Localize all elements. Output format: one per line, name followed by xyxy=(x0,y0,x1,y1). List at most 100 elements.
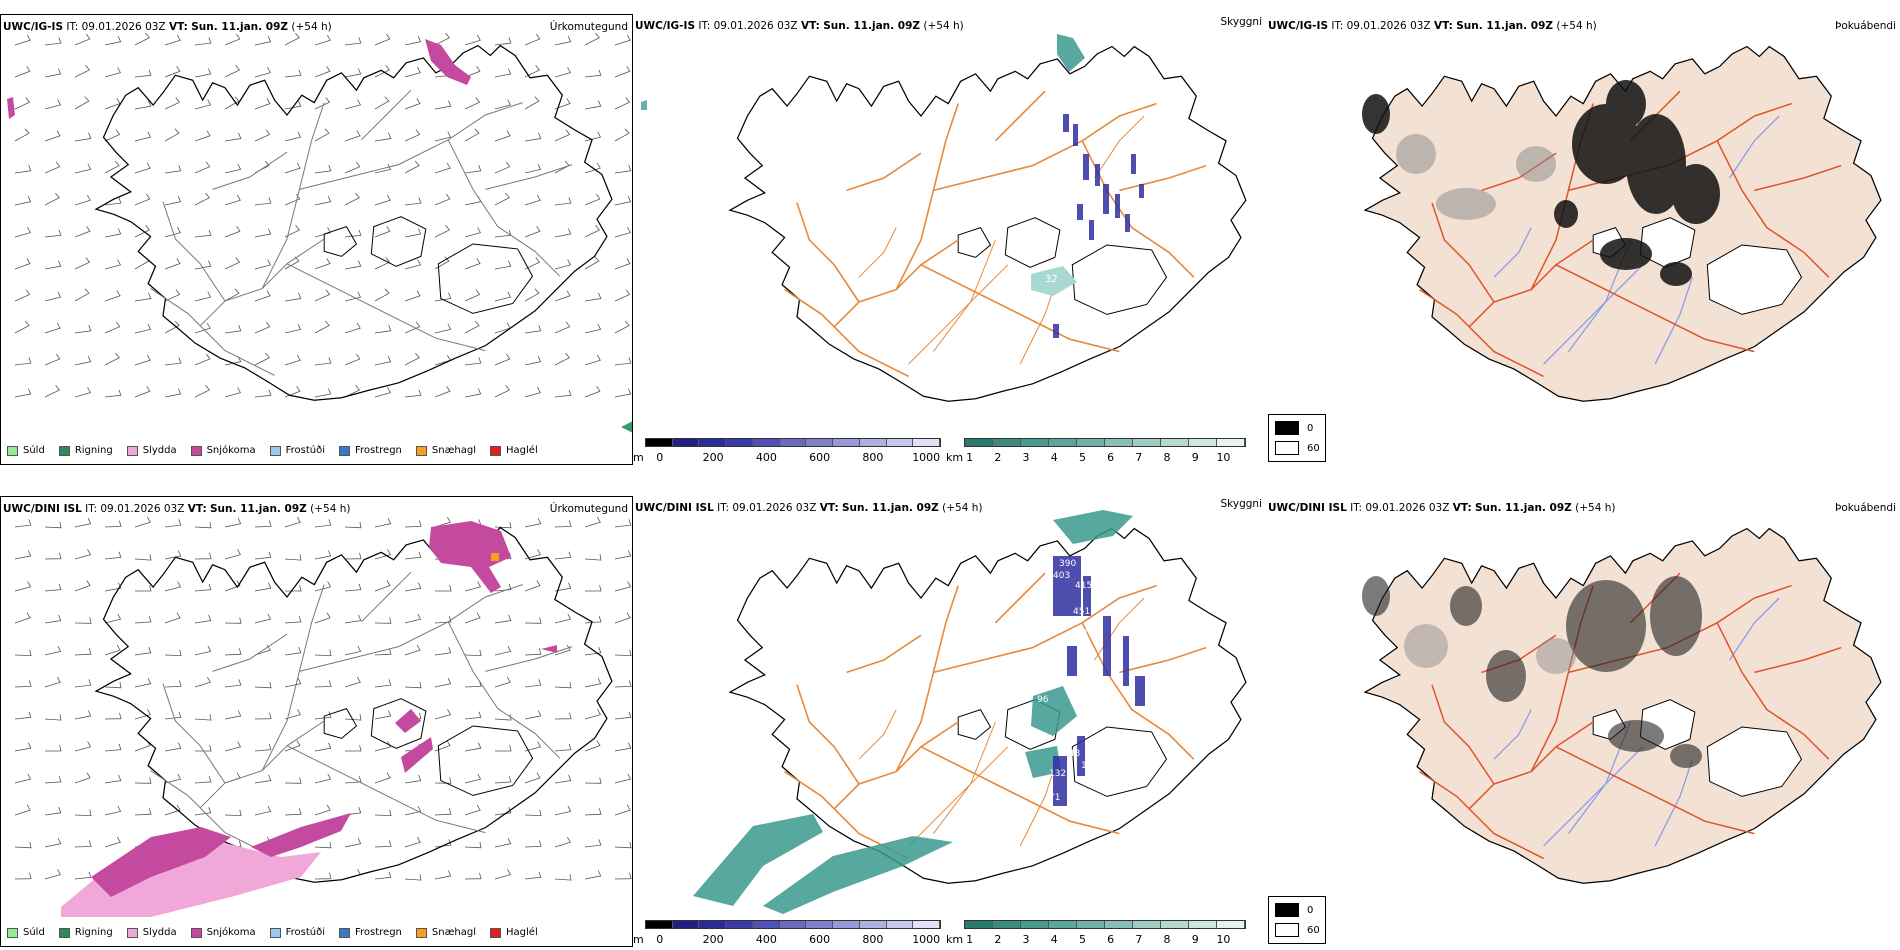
fog-legend-swatch xyxy=(1275,421,1299,435)
wind-barb xyxy=(435,585,452,592)
wind-barb xyxy=(134,678,152,688)
colorbar-cell xyxy=(859,921,887,928)
wind-barb xyxy=(584,323,602,334)
wind-barb xyxy=(254,805,272,816)
wind-barb xyxy=(374,65,391,78)
wind-barb xyxy=(344,353,361,366)
wind-barb xyxy=(464,649,482,657)
wind-barb xyxy=(224,518,242,528)
wind-barb xyxy=(404,160,420,174)
wind-barb xyxy=(554,228,572,238)
wind-barb xyxy=(494,68,512,78)
wind-barb xyxy=(374,257,391,270)
wind-barb xyxy=(614,357,632,366)
wind-barb xyxy=(554,743,572,752)
wind-barb xyxy=(14,742,32,752)
legend-swatch xyxy=(190,445,202,456)
wind-barb xyxy=(164,66,181,78)
wind-barb xyxy=(524,617,542,624)
wind-barb xyxy=(464,612,481,624)
wind-barb xyxy=(434,256,450,270)
wind-barb xyxy=(224,33,241,46)
wind-barb xyxy=(614,128,630,142)
wind-barb xyxy=(14,550,32,560)
colorbar-tick: 2 xyxy=(994,451,1002,464)
wind-barb xyxy=(614,773,632,784)
snow-area xyxy=(541,645,557,653)
wind-barb xyxy=(14,872,32,880)
wind-barb xyxy=(554,389,572,398)
visibility-label: 132 xyxy=(1049,769,1066,779)
wind-barb xyxy=(314,680,332,688)
wind-barb xyxy=(285,585,302,592)
wind-barb xyxy=(14,804,31,816)
wind-barb xyxy=(494,192,510,206)
legend-item: Slydda xyxy=(126,445,177,456)
wind-barb xyxy=(314,388,332,398)
wind-barb xyxy=(195,745,212,752)
wind-barb xyxy=(494,130,511,142)
wind-barb xyxy=(224,288,240,302)
wind-barb xyxy=(74,840,92,848)
wind-barb xyxy=(464,227,481,238)
wind-barb xyxy=(584,100,602,110)
wind-barb xyxy=(74,387,91,398)
wind-barb xyxy=(44,583,62,592)
wind-barb xyxy=(464,742,482,752)
wind-barb xyxy=(44,614,62,624)
wind-barb xyxy=(614,742,632,752)
wind-barb xyxy=(104,129,121,142)
wind-barb xyxy=(284,354,301,366)
fog-legend-swatch xyxy=(1275,923,1299,937)
wind-barb xyxy=(224,194,241,206)
wind-barb xyxy=(494,99,512,110)
wind-barb xyxy=(584,69,602,78)
wind-barb xyxy=(194,521,212,529)
wind-barb xyxy=(14,227,31,238)
fog-legend-item: 60 xyxy=(1275,441,1320,455)
wind-barb xyxy=(104,520,122,528)
panel-header: UWC/DINI ISL IT: 09.01.2026 03Z VT: Sun.… xyxy=(635,502,983,514)
wind-barb xyxy=(74,325,92,334)
wind-barb xyxy=(494,322,511,334)
legend-label: Haglél xyxy=(506,927,538,938)
wind-barb xyxy=(224,257,241,270)
wind-barb xyxy=(464,357,482,366)
wind-barb xyxy=(524,132,542,142)
wind-barb xyxy=(44,229,62,238)
wind-barb xyxy=(374,96,390,110)
visibility-label: 76 xyxy=(1113,699,1125,709)
wind-barb xyxy=(254,551,272,560)
wind-barb xyxy=(554,681,572,689)
colorbar-tick: 5 xyxy=(1078,933,1086,946)
wind-barb xyxy=(194,37,212,46)
visibility-label: 95 xyxy=(1113,256,1126,267)
wind-barb xyxy=(404,290,421,302)
wind-barb xyxy=(314,34,331,46)
legend-swatch xyxy=(269,445,281,456)
wind-barb xyxy=(74,710,92,720)
wind-barb xyxy=(614,258,631,270)
wind-barb xyxy=(374,356,392,366)
wind-barb xyxy=(614,804,631,816)
wind-barb xyxy=(44,37,62,46)
colorbar-tick: 200 xyxy=(702,451,724,464)
wind-barb xyxy=(614,320,630,334)
legend-swatch xyxy=(415,927,427,938)
colorbar-cell xyxy=(646,439,673,446)
wind-barb xyxy=(614,34,631,46)
wind-barb xyxy=(584,777,602,784)
panel-title: Þokuábendi xyxy=(1835,502,1896,514)
wind-barb xyxy=(404,644,421,656)
wind-barb xyxy=(134,292,152,302)
colorbar-cell xyxy=(699,921,727,928)
wind-barb xyxy=(104,67,121,78)
colorbar-cell xyxy=(1189,921,1217,928)
wind-barb xyxy=(164,320,180,334)
wind-barb xyxy=(524,325,542,334)
wind-barb xyxy=(45,745,62,752)
wind-barb xyxy=(14,66,31,78)
colorbar-cell xyxy=(886,439,914,446)
colorbar-cell xyxy=(993,921,1021,928)
visibility-label: 96 xyxy=(1037,695,1049,705)
